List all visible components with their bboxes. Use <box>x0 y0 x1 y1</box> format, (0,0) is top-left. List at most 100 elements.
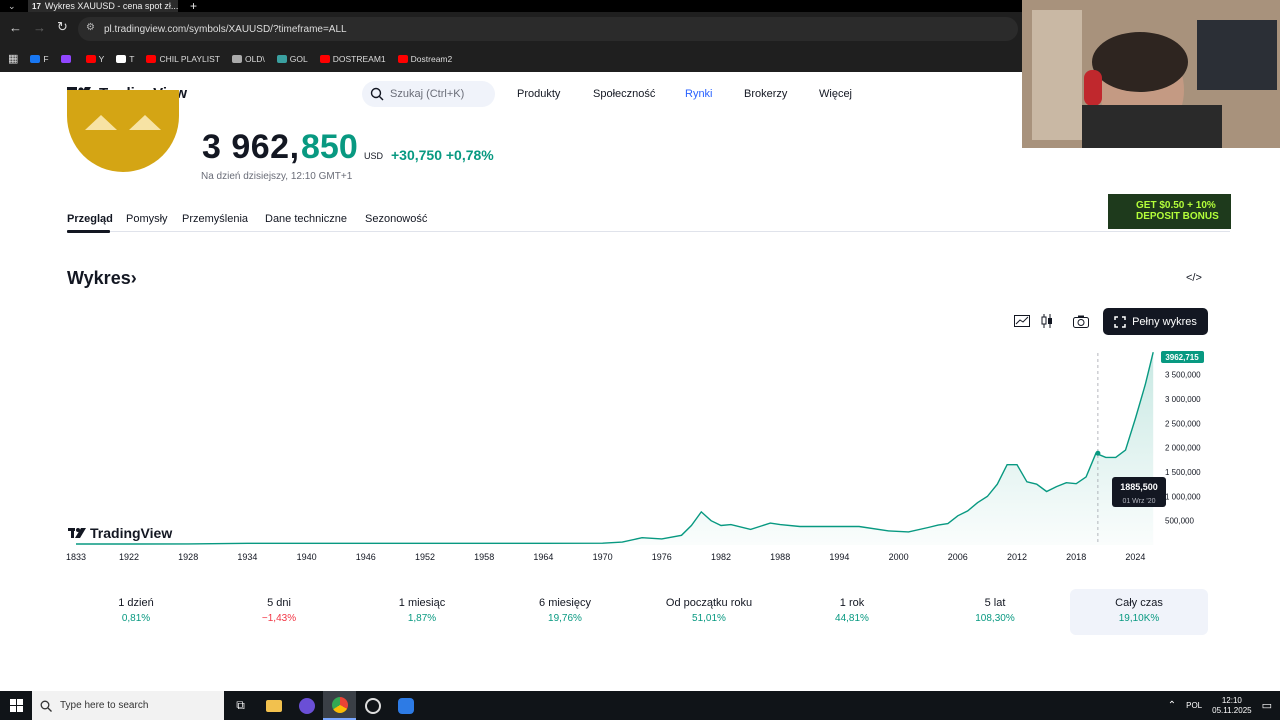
x-axis-tick-label: 2012 <box>1007 552 1027 562</box>
tab-list-icon[interactable]: ⌄ <box>8 1 16 11</box>
site-info-icon[interactable]: ⚙ <box>86 22 95 33</box>
nav-wiecej[interactable]: Więcej <box>819 88 853 100</box>
clock[interactable]: 12:10 05.11.2025 <box>1212 696 1251 716</box>
bookmark-item[interactable]: Dostream2 <box>397 54 452 64</box>
bookmark-item[interactable]: F <box>30 54 49 64</box>
file-explorer-icon[interactable] <box>257 691 290 720</box>
tab-przeglad[interactable]: Przegląd <box>67 213 113 225</box>
back-arrow-icon[interactable]: ← <box>9 20 22 35</box>
period-label: 1 miesiąc <box>398 597 446 609</box>
y-axis-tick-label: 1 500,000 <box>1165 468 1201 477</box>
webcam-image <box>1022 0 1280 148</box>
url-text: pl.tradingview.com/symbols/XAUUSD/?timef… <box>104 23 347 35</box>
x-axis-tick-label: 1922 <box>119 552 139 562</box>
tab-sezonowosc[interactable]: Sezonowość <box>365 213 428 225</box>
bookmark-item[interactable]: DOSTREAM1 <box>319 54 386 64</box>
nav-brokerzy[interactable]: Brokerzy <box>744 88 788 100</box>
x-axis-tick-label: 1833 <box>66 552 86 562</box>
forward-arrow-icon[interactable]: → <box>33 20 46 35</box>
watermark-text: TradingView <box>90 525 172 541</box>
x-axis-tick-label: 1934 <box>237 552 257 562</box>
y-axis-tick-label: 1 000,000 <box>1165 492 1201 501</box>
reload-icon[interactable]: ↻ <box>57 19 68 34</box>
period-value: 44,81% <box>835 613 869 624</box>
start-button[interactable] <box>0 691 32 720</box>
area-chart-icon[interactable] <box>1013 313 1031 329</box>
tab-przemyslenia[interactable]: Przemyślenia <box>182 213 249 225</box>
obs-icon[interactable] <box>356 691 389 720</box>
period-value: 19,10K% <box>1118 613 1160 624</box>
nav-spolecznosc[interactable]: Społeczność <box>593 88 656 100</box>
windows-logo-icon <box>9 699 23 712</box>
bookmark-favicon-icon <box>60 54 71 63</box>
bookmark-item[interactable]: T <box>116 54 134 64</box>
x-axis-tick-label: 1952 <box>415 552 435 562</box>
period-value: 108,30% <box>975 613 1015 624</box>
chrome-profile-icon[interactable] <box>290 691 323 720</box>
period-button[interactable]: Od początku roku 51,01% <box>640 589 778 635</box>
url-bar[interactable]: ⚙ pl.tradingview.com/symbols/XAUUSD/?tim… <box>78 17 1018 41</box>
bookmark-favicon-icon <box>231 54 242 63</box>
svg-text:3962,715: 3962,715 <box>1165 353 1199 362</box>
y-axis-tick-label: 3 500,000 <box>1165 371 1201 380</box>
new-tab-icon[interactable]: + <box>190 0 198 13</box>
app-icon[interactable] <box>389 691 422 720</box>
x-axis-tick-label: 1988 <box>770 552 790 562</box>
y-axis-tick-label: 2 500,000 <box>1165 419 1201 428</box>
price-chart[interactable]: 3 500,000 3 000,000 2 500,000 2 000,000 1 50… <box>60 345 1220 565</box>
language-indicator[interactable]: POL <box>1186 701 1203 710</box>
chart-area-fill <box>76 352 1154 545</box>
period-button[interactable]: 5 lat 108,30% <box>926 589 1064 635</box>
active-tab-indicator <box>67 230 110 233</box>
bookmark-item[interactable]: OLD\ <box>231 53 265 64</box>
tradingview-favicon-icon: 17 <box>32 1 41 11</box>
search-box[interactable]: Szukaj (Ctrl+K) <box>362 81 495 107</box>
x-axis-tick-label: 1970 <box>593 552 613 562</box>
nav-produkty[interactable]: Produkty <box>517 88 561 100</box>
task-view-icon[interactable]: ⧉ <box>236 698 245 712</box>
x-axis-tick-label: 2018 <box>1066 552 1086 562</box>
bookmark-label: GOL <box>289 53 308 64</box>
camera-icon[interactable] <box>1072 313 1090 329</box>
bookmark-label: OLD\ <box>244 53 265 64</box>
taskbar-search[interactable]: Type here to search <box>32 691 224 720</box>
ad-banner[interactable]: GET $0.50 + 10% DEPOSIT BONUS <box>1108 194 1231 229</box>
tooltip-value: 1885,500 <box>1120 482 1158 492</box>
system-tray: ⌃ POL 12:10 05.11.2025 ▭ <box>1168 691 1280 720</box>
period-button[interactable]: 1 dzień 0,81% <box>67 589 205 635</box>
bookmark-item[interactable]: Y <box>85 54 104 64</box>
bookmark-item[interactable]: CHIL PLAYLIST <box>146 53 220 64</box>
chart-section-title[interactable]: Wykres› <box>67 268 137 289</box>
x-axis-tick-label: 1940 <box>297 552 317 562</box>
period-button[interactable]: 1 miesiąc 1,87% <box>353 589 491 635</box>
tab-dane-techniczne[interactable]: Dane techniczne <box>265 213 347 225</box>
candles-chart-icon[interactable] <box>1038 313 1056 329</box>
period-button[interactable]: 5 dni −1,43% <box>210 589 348 635</box>
crosshair-tooltip: 1885,500 01 Wrz '20 <box>1112 477 1166 507</box>
bookmark-item[interactable] <box>60 54 74 64</box>
apps-grid-icon[interactable]: ▦ <box>8 53 19 65</box>
clock-time: 12:10 <box>1221 695 1242 705</box>
bookmark-item[interactable]: GOL <box>276 53 308 64</box>
bookmark-label: T <box>129 53 135 64</box>
full-chart-button[interactable]: Pełny wykres <box>1103 308 1208 335</box>
browser-tab[interactable]: 17 Wykres XAUUSD - cena spot zł... ✕ <box>28 0 178 12</box>
period-button[interactable]: 1 rok 44,81% <box>783 589 921 635</box>
browser-tab-strip: ⌄ 17 Wykres XAUUSD - cena spot zł... ✕ + <box>0 0 1022 13</box>
y-axis-tick-label: 500,000 <box>1165 517 1194 526</box>
embed-code-icon[interactable]: </> <box>1186 272 1202 284</box>
price-decimal: 850 <box>301 128 358 166</box>
period-button[interactable]: Cały czas 19,10K% <box>1070 589 1208 635</box>
tray-chevron-up-icon[interactable]: ⌃ <box>1167 700 1177 711</box>
period-label: 1 rok <box>839 597 865 609</box>
chart-price-line <box>76 352 1154 545</box>
bookmark-label: CHIL PLAYLIST <box>159 53 220 64</box>
period-label: Od początku roku <box>665 597 753 609</box>
full-chart-label: Pełny wykres <box>1132 315 1197 328</box>
notifications-icon[interactable]: ▭ <box>1261 700 1272 712</box>
tab-pomysly[interactable]: Pomysły <box>126 213 168 225</box>
period-button[interactable]: 6 miesięcy 19,76% <box>496 589 634 635</box>
bookmark-favicon-icon <box>85 54 96 63</box>
nav-rynki[interactable]: Rynki <box>685 88 713 100</box>
chrome-icon[interactable] <box>323 691 356 720</box>
